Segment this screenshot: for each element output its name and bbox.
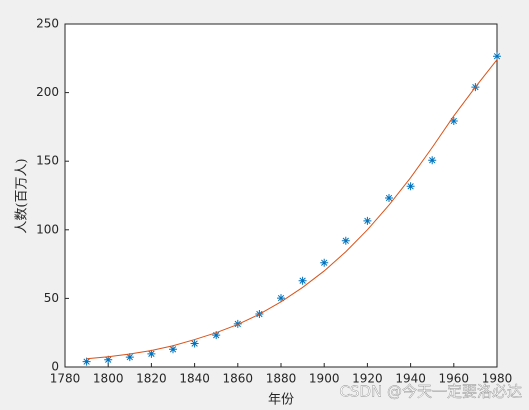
fit-curve [86,59,498,360]
data-point [449,117,458,125]
data-point [277,294,285,303]
x-tick-label: 1920 [352,372,383,386]
data-point [428,156,437,165]
plot-area [65,24,497,367]
data-point [385,193,393,202]
y-tick-label: 150 [36,154,59,168]
data-point [212,331,221,340]
data-point [298,276,307,285]
y-tick-label: 200 [36,85,59,99]
x-tick-label: 1860 [223,372,254,386]
data-point [493,52,501,61]
watermark: CSDN @今天一定要洛必达 [339,383,522,401]
x-tick-label: 1880 [266,372,297,386]
x-tick-label: 1820 [136,372,167,386]
data-point [363,216,372,225]
x-tick-label: 1800 [93,372,124,386]
axes-box [64,23,498,368]
data-point [104,355,113,364]
x-tick-label: 1940 [395,372,426,386]
data-point [82,357,91,366]
x-tick-label: 1780 [50,372,81,386]
data-point [125,353,134,362]
x-tick-label: 1840 [179,372,210,386]
x-axis-label: 年份 [268,393,294,408]
y-tick-label: 100 [36,222,59,236]
y-axis-label: 人数(百万人) [15,158,30,233]
x-tick-label: 1900 [309,372,340,386]
x-tick-label: 1960 [439,372,470,386]
data-point [320,258,329,267]
data-point [169,345,177,354]
y-tick-label: 250 [36,17,59,31]
data-point [341,236,350,245]
y-tick-label: 0 [51,360,59,374]
data-point [406,182,415,191]
data-point [190,339,199,348]
data-point [147,349,156,358]
x-tick-label: 1980 [482,372,513,386]
y-tick-label: 50 [44,291,59,305]
